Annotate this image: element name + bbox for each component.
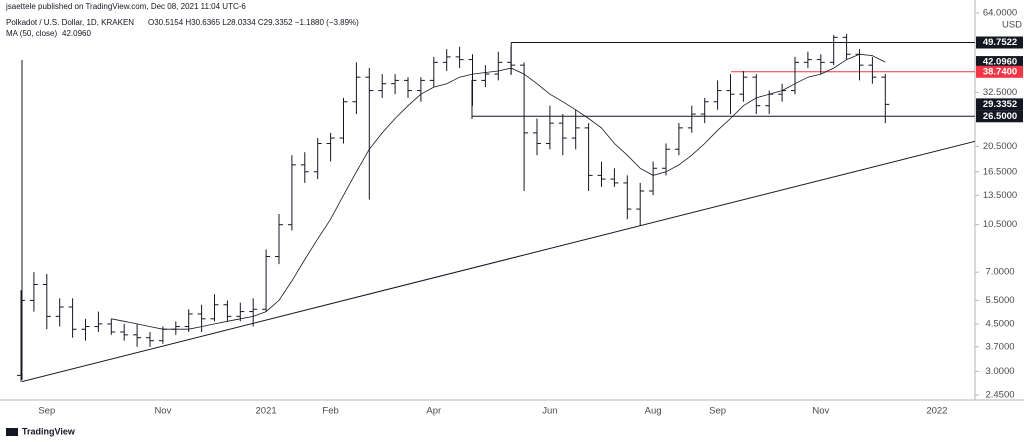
x-tick-label: Nov bbox=[812, 406, 829, 417]
x-tick-label: Sep bbox=[709, 406, 726, 417]
publisher: jsaettele published on TradingView.com, … bbox=[5, 2, 246, 11]
price-tag-label: 42.0960 bbox=[983, 57, 1017, 68]
price-tag-label: 38.7400 bbox=[983, 66, 1017, 77]
trendline bbox=[21, 140, 976, 383]
price-tag bbox=[976, 98, 1023, 111]
y-tick-label: 16.5000 bbox=[983, 166, 1017, 177]
x-tick-label: 2021 bbox=[256, 406, 277, 417]
y-tick-label: 20.5000 bbox=[983, 141, 1017, 152]
x-tick-label: Sep bbox=[38, 406, 55, 417]
x-tick-label: Aug bbox=[645, 406, 662, 417]
brand: TradingView bbox=[22, 426, 76, 436]
y-tick-label: 13.5000 bbox=[983, 190, 1017, 201]
symbol: Polkadot / U.S. Dollar, 1D, KRAKEN bbox=[6, 18, 134, 27]
y-tick-label: 3.0000 bbox=[985, 366, 1014, 377]
y-tick-label: 7.0000 bbox=[985, 267, 1014, 278]
x-tick-label: Feb bbox=[322, 406, 338, 417]
x-tick-label: Jun bbox=[542, 406, 557, 417]
price-tag-label: 26.5000 bbox=[983, 111, 1017, 122]
y-tick-label: 2.4500 bbox=[985, 390, 1014, 401]
price-tag-label: 49.7522 bbox=[983, 37, 1017, 48]
price-tag bbox=[976, 36, 1023, 49]
y-tick-label: 10.5000 bbox=[983, 219, 1017, 230]
currency: USD bbox=[1002, 20, 1022, 31]
y-tick-label: 32.5000 bbox=[983, 87, 1017, 98]
price-tag bbox=[976, 110, 1023, 123]
x-tick-label: Apr bbox=[426, 406, 441, 417]
moving-average bbox=[111, 53, 886, 330]
y-tick-label: 64.0000 bbox=[983, 8, 1017, 19]
ma-title: MA (50, close) bbox=[6, 29, 57, 38]
x-tick-label: 2022 bbox=[926, 406, 947, 417]
y-tick-label: 4.5000 bbox=[985, 318, 1014, 329]
price-tag-label: 29.3352 bbox=[983, 99, 1017, 110]
price-tag bbox=[976, 56, 1023, 69]
ma-value: 42.0960 bbox=[62, 29, 91, 38]
price-tag bbox=[976, 65, 1023, 78]
x-tick-label: Nov bbox=[154, 406, 171, 417]
logo bbox=[6, 428, 18, 436]
quote: O30.5154 H30.6365 L28.0334 C29.3352 −1.1… bbox=[148, 18, 359, 27]
y-tick-label: 5.5000 bbox=[985, 295, 1014, 306]
y-tick-label: 3.7000 bbox=[985, 341, 1014, 352]
